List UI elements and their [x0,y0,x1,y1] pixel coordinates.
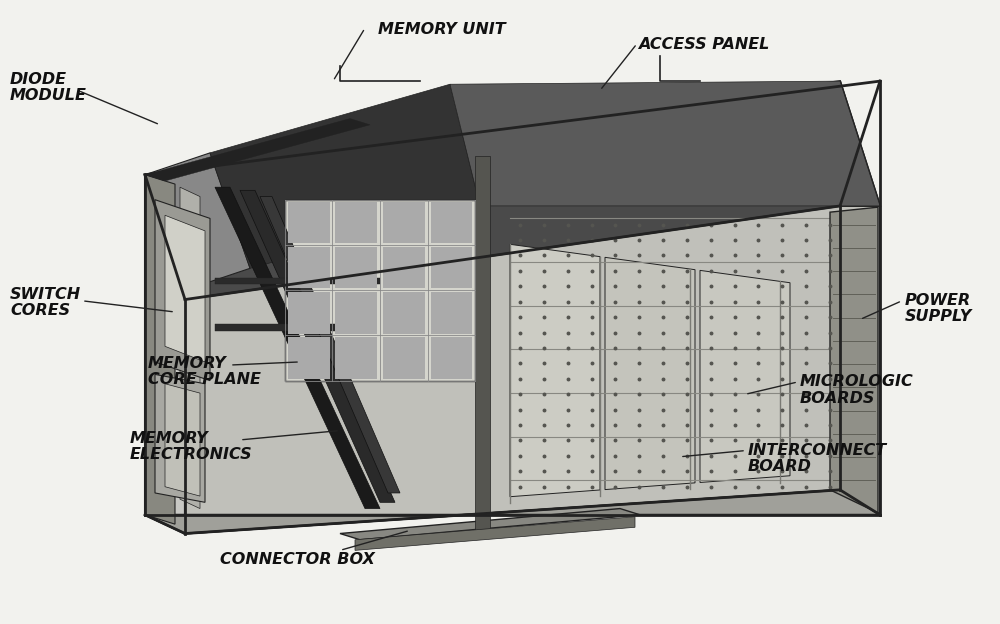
Polygon shape [215,187,380,509]
Bar [335,246,377,288]
Bar [383,292,424,333]
Polygon shape [155,200,210,381]
Polygon shape [450,81,880,206]
Polygon shape [185,206,880,534]
Bar [383,202,424,243]
Polygon shape [210,84,480,268]
Bar [430,246,472,288]
Polygon shape [165,384,200,496]
Polygon shape [215,324,375,331]
Bar [335,202,377,243]
Bar [430,292,472,333]
Polygon shape [605,257,695,490]
Polygon shape [165,215,205,362]
Bar [383,337,424,379]
Polygon shape [240,190,395,502]
Bar [430,337,472,379]
Text: ACCESS PANEL: ACCESS PANEL [638,37,769,52]
Polygon shape [145,175,175,524]
Polygon shape [355,517,635,550]
Polygon shape [510,244,600,497]
Text: MEMORY UNIT: MEMORY UNIT [378,22,506,37]
Polygon shape [215,278,380,284]
Text: CONNECTOR BOX: CONNECTOR BOX [220,552,375,567]
Text: MEMORY
CORE PLANE: MEMORY CORE PLANE [148,356,261,387]
Polygon shape [145,490,880,534]
Polygon shape [285,200,475,381]
Polygon shape [700,270,790,482]
Bar [335,337,377,379]
Text: INTERCONNECT
BOARD: INTERCONNECT BOARD [748,443,887,474]
Text: POWER
SUPPLY: POWER SUPPLY [905,293,972,324]
Polygon shape [145,153,250,290]
Bar [288,292,330,333]
Bar [288,337,330,379]
Bar [430,202,472,243]
Polygon shape [830,207,878,513]
Polygon shape [145,81,880,300]
Polygon shape [155,374,205,502]
Bar [383,246,424,288]
Bar [288,202,330,243]
Polygon shape [145,119,370,181]
Text: SWITCH
CORES: SWITCH CORES [10,287,81,318]
Polygon shape [180,187,200,509]
Text: DIODE
MODULE: DIODE MODULE [10,72,87,103]
Polygon shape [260,197,400,493]
Text: MEMORY
ELECTRONICS: MEMORY ELECTRONICS [130,431,253,462]
Polygon shape [145,175,185,534]
Bar [335,292,377,333]
Polygon shape [475,156,490,537]
Polygon shape [840,81,880,515]
Polygon shape [340,509,640,540]
Text: MICROLOGIC
BOARDS: MICROLOGIC BOARDS [800,374,914,406]
Bar [288,246,330,288]
